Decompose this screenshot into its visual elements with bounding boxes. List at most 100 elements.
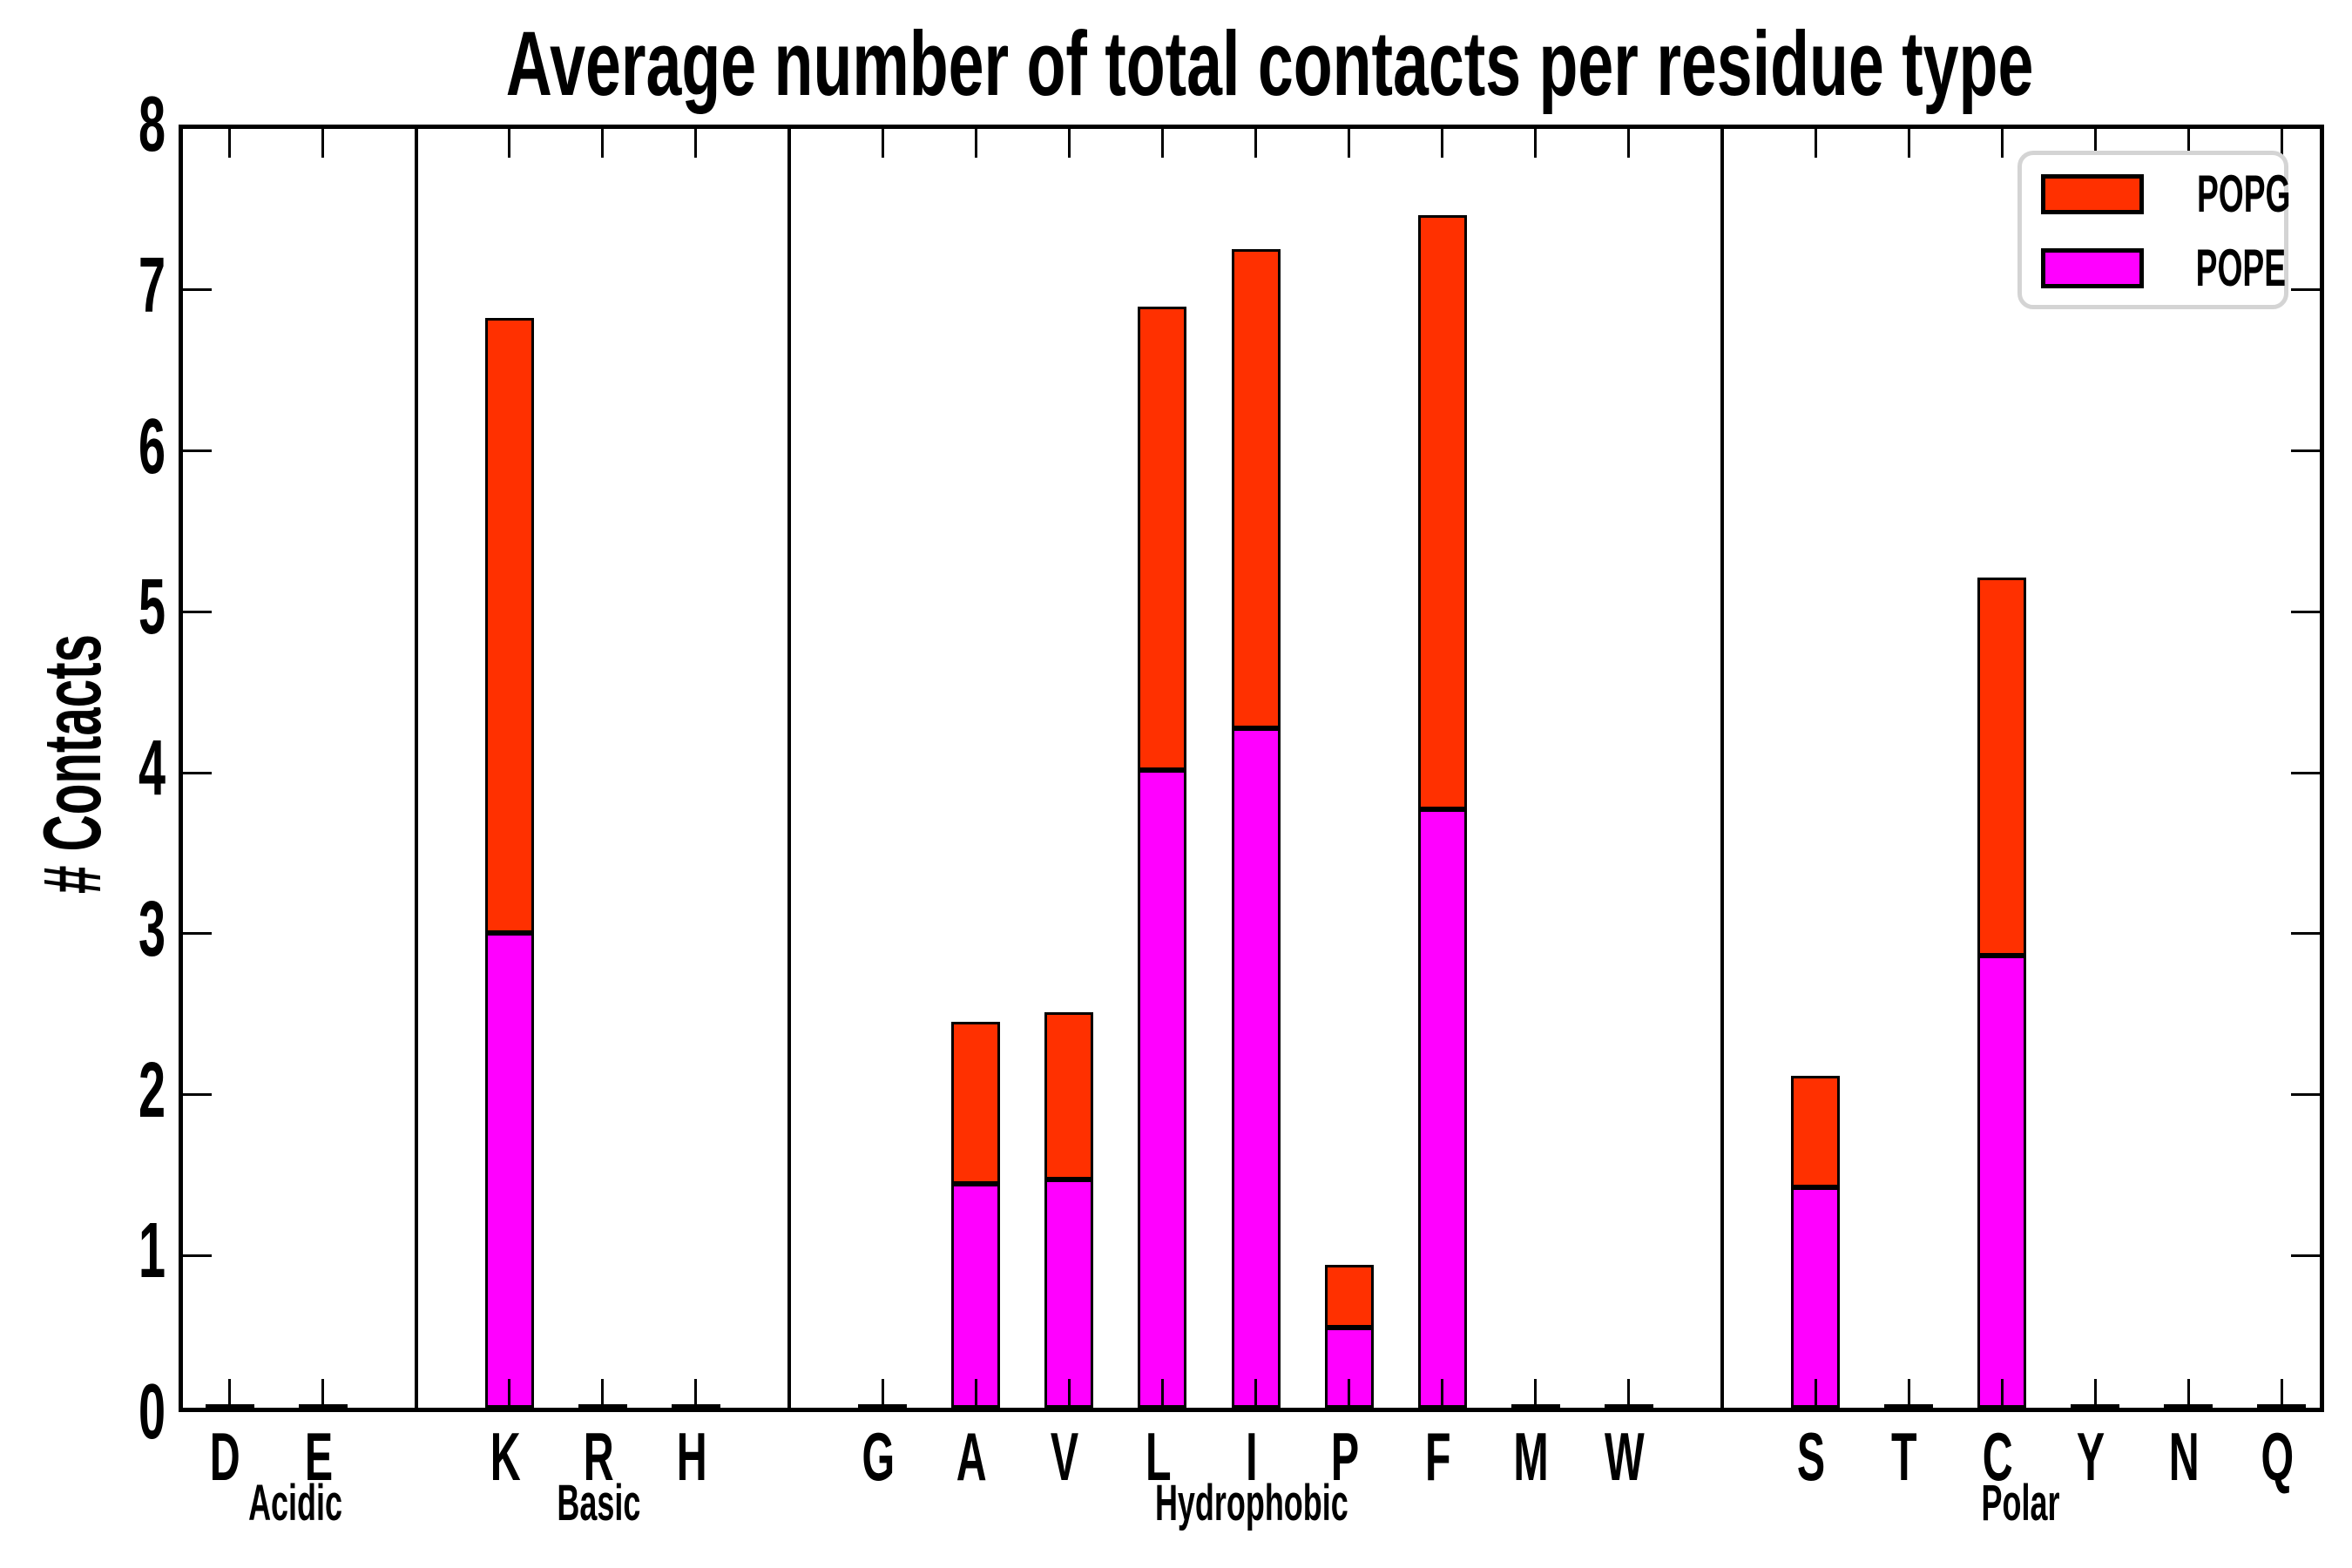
legend-swatch-popg [2041,174,2144,214]
x-tick-label-text: S [1796,1418,1826,1495]
bar-S-popg [1791,1076,1841,1187]
x-tick-label-text: E [304,1418,333,1495]
group-label-hydrophobic: Hydrophobic [1078,1478,1426,1529]
y-tick-left [183,1254,212,1257]
x-tick-top [881,129,884,158]
x-tick-top [1814,129,1817,158]
bar-F-popg [1417,215,1467,809]
x-tick-top [974,129,977,158]
y-tick-label-5: 5 [0,568,166,646]
x-tick-label-H: H [639,1423,744,1490]
x-tick-top [228,129,232,158]
group-separator-line [1720,129,1724,1408]
x-tick-label-text: V [1051,1418,1079,1495]
group-label-text: Hydrophobic [1154,1475,1348,1531]
x-tick-top [1348,129,1351,158]
bar-I-popg [1231,248,1281,729]
group-label-text: Acidic [247,1475,342,1531]
x-tick-top [1160,129,1164,158]
bar-C-popg [1977,577,2027,956]
x-tick-label-C: C [1945,1423,2050,1490]
y-tick-right [2291,610,2320,613]
y-tick-right [2291,1093,2320,1096]
x-tick-label-W: W [1572,1423,1677,1490]
x-tick-bottom [1814,1379,1817,1408]
y-tick-right [2291,771,2320,774]
x-tick-label-R: R [546,1423,651,1490]
y-tick-label-text: 2 [138,1046,166,1134]
x-tick-label-E: E [267,1423,371,1490]
group-separator-line [787,129,792,1408]
x-tick-top [2000,129,2004,158]
x-tick-bottom [694,1379,698,1408]
x-tick-top [1254,129,1257,158]
x-tick-top [2093,129,2097,158]
y-tick-left [183,288,212,292]
x-tick-label-N: N [2132,1423,2236,1490]
y-tick-label-text: 6 [138,402,166,490]
x-tick-label-text: C [1982,1418,2013,1495]
legend-entry-pope: POPE [2022,242,2286,294]
x-tick-bottom [2280,1379,2283,1408]
x-tick-label-text: W [1605,1418,1645,1495]
x-tick-top [508,129,511,158]
x-tick-bottom [881,1379,884,1408]
bar-F-pope [1417,808,1467,1408]
y-tick-label-1: 1 [0,1212,166,1290]
group-label-polar: Polar [1847,1478,2195,1529]
x-tick-bottom [321,1379,325,1408]
y-tick-left [183,771,212,774]
x-tick-label-Q: Q [2225,1423,2329,1490]
x-tick-bottom [2000,1379,2004,1408]
x-tick-bottom [1534,1379,1538,1408]
legend-label-text: POPG [2196,165,2291,223]
y-tick-label-6: 6 [0,408,166,486]
bar-V-popg [1044,1011,1094,1179]
x-tick-top [694,129,698,158]
x-tick-label-text: D [210,1418,240,1495]
bar-L-popg [1138,307,1187,771]
chart-title: Average number of total contacts per res… [179,14,2324,115]
y-tick-label-text: 0 [138,1369,166,1456]
x-tick-top [601,129,605,158]
x-tick-bottom [974,1379,977,1408]
group-label-text: Polar [1981,1475,2060,1531]
x-tick-label-text: G [862,1418,895,1495]
legend-label-popg: POPG [2168,168,2319,220]
y-tick-right [2291,288,2320,292]
group-label-acidic: Acidic [121,1478,470,1529]
x-tick-label-text: Y [2077,1418,2105,1495]
y-tick-label-2: 2 [0,1051,166,1130]
legend-label-text: POPE [2195,239,2287,297]
y-tick-label-text: 7 [138,241,166,329]
y-tick-left [183,449,212,452]
x-tick-label-K: K [453,1423,558,1490]
y-tick-right [2291,932,2320,936]
y-tick-label-text: 1 [138,1207,166,1295]
x-tick-bottom [1627,1379,1631,1408]
y-tick-label-text: 3 [138,885,166,973]
x-tick-label-D: D [173,1423,278,1490]
x-tick-label-text: Q [2261,1418,2295,1495]
group-label-text: Basic [556,1475,640,1531]
x-tick-top [2280,129,2283,158]
x-tick-label-G: G [826,1423,930,1490]
x-tick-label-text: T [1891,1418,1917,1495]
bar-S-pope [1791,1186,1841,1408]
x-tick-label-text: H [676,1418,707,1495]
x-tick-label-V: V [1012,1423,1117,1490]
x-tick-bottom [2186,1379,2190,1408]
x-tick-label-A: A [919,1423,1024,1490]
x-tick-label-text: M [1513,1418,1549,1495]
x-tick-bottom [508,1379,511,1408]
bar-A-popg [951,1021,1001,1185]
legend: POPG POPE [2017,151,2290,309]
x-tick-label-S: S [1759,1423,1863,1490]
x-tick-label-I: I [1200,1423,1304,1490]
x-tick-bottom [1160,1379,1164,1408]
x-tick-label-text: L [1145,1418,1172,1495]
group-separator-line [414,129,418,1408]
x-tick-top [1907,129,1910,158]
bar-C-pope [1977,955,2027,1408]
y-tick-label-7: 7 [0,247,166,325]
